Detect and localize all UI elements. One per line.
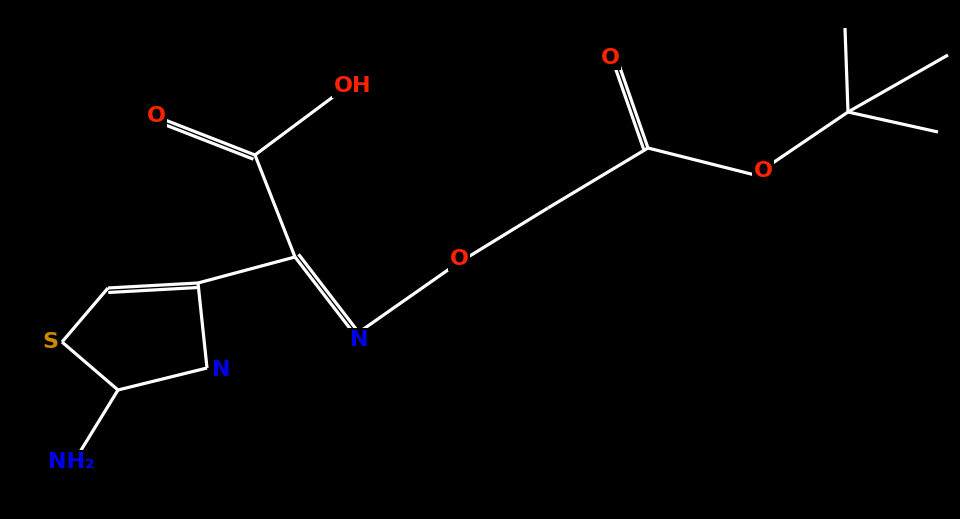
Text: N: N	[212, 360, 230, 380]
Text: O: O	[754, 161, 773, 181]
Text: S: S	[42, 332, 58, 352]
Text: OH: OH	[334, 76, 372, 96]
Text: N: N	[349, 330, 369, 350]
Text: NH₂: NH₂	[48, 452, 94, 472]
Text: O: O	[147, 106, 165, 126]
Text: O: O	[449, 249, 468, 269]
Text: O: O	[601, 48, 619, 68]
